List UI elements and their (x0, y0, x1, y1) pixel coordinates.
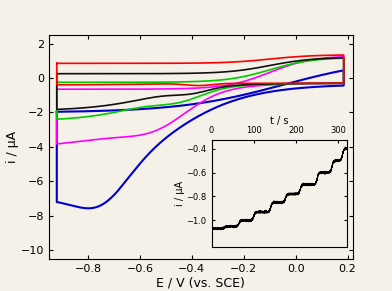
Y-axis label: i / μA: i / μA (6, 131, 19, 163)
X-axis label: E / V (vs. SCE): E / V (vs. SCE) (156, 277, 245, 290)
